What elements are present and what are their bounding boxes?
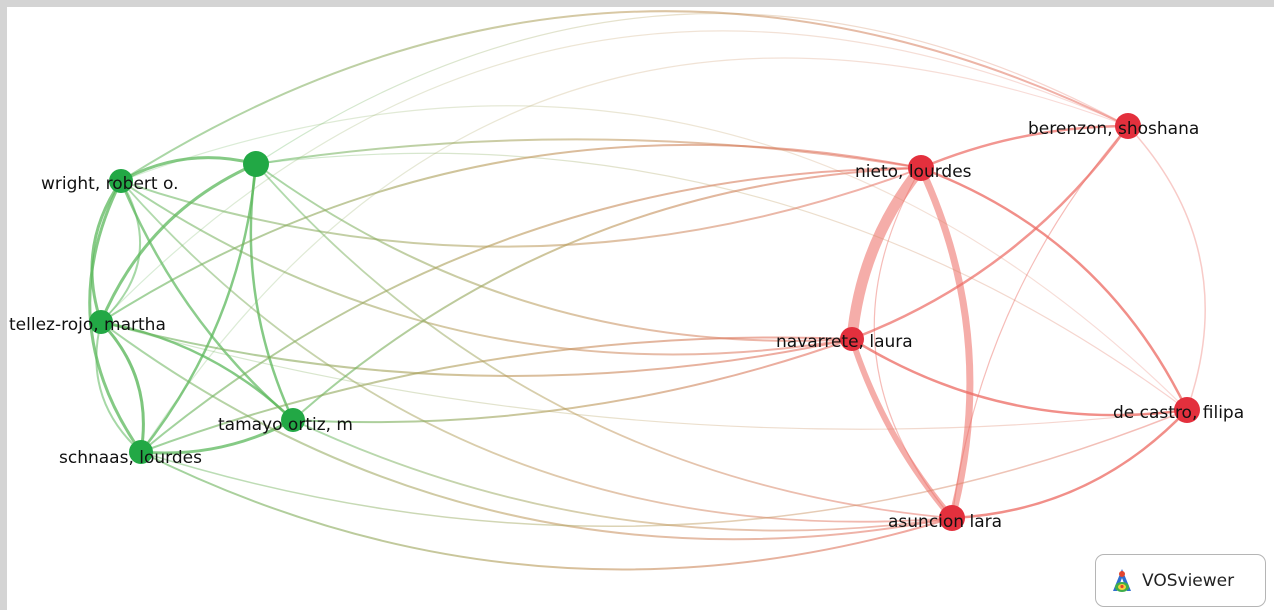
link-unlabeled-tellez [99, 162, 258, 324]
link-nieto-asuncion [873, 167, 953, 519]
network-nodes[interactable] [89, 113, 1200, 531]
node-label-wright[interactable]: wright, robert o. [41, 174, 179, 194]
link-wright-tellez [90, 179, 123, 324]
node-tellez[interactable] [89, 310, 113, 334]
node-label-schnaas[interactable]: schnaas, lourdes [59, 448, 202, 468]
node-label-tellez[interactable]: tellez-rojo, martha [9, 315, 166, 335]
link-nieto-berenzon [919, 124, 1130, 170]
link-wright-navarrete [120, 180, 853, 356]
link-tellez-schnaas [95, 321, 142, 453]
link-wright-decastro [120, 105, 1188, 411]
link-nieto-navarrete [846, 162, 927, 345]
node-navarrete[interactable] [840, 327, 864, 351]
link-wright-asuncion [120, 180, 953, 523]
link-wright-unlabeled [119, 156, 258, 183]
link-tellez-decastro [100, 321, 1188, 430]
link-nieto-asuncion [917, 164, 974, 522]
node-unlabeled[interactable] [243, 151, 269, 177]
node-berenzon[interactable] [1115, 113, 1141, 139]
node-tamayo[interactable] [281, 408, 305, 432]
node-wright[interactable] [109, 169, 133, 193]
node-label-decastro[interactable]: de castro, filipa [1113, 403, 1244, 423]
link-tamayo-navarrete [292, 338, 853, 424]
vosviewer-logo-icon [1113, 568, 1131, 592]
node-nieto[interactable] [908, 155, 934, 181]
link-schnaas-navarrete [140, 336, 853, 453]
node-label-nieto[interactable]: nieto, lourdes [855, 162, 972, 182]
network-labels: wright, robert o. tellez-rojo, martha tama… [9, 119, 1244, 532]
link-unlabeled-decastro [255, 152, 1188, 411]
vosviewer-label: VOSviewer [1142, 570, 1235, 591]
node-label-berenzon[interactable]: berenzon, shoshana [1028, 119, 1199, 139]
link-tellez-schnaas [99, 320, 145, 454]
link-schnaas-asuncion [140, 451, 953, 571]
node-label-asuncion[interactable]: asuncion lara [888, 512, 1002, 532]
link-tamayo-nieto [292, 167, 922, 421]
link-tellez-asuncion [100, 321, 953, 541]
link-unlabeled-nieto [255, 138, 922, 169]
link-tellez-navarrete [100, 321, 853, 377]
link-unlabeled-navarrete [255, 163, 853, 342]
network-links [88, 10, 1206, 571]
link-tamayo-asuncion [292, 419, 953, 532]
vosviewer-badge: VOSviewer [1095, 554, 1266, 607]
node-asuncion[interactable] [939, 505, 965, 531]
link-asuncion-berenzon [951, 125, 1129, 519]
link-navarrete-decastro [850, 337, 1189, 417]
link-unlabeled-asuncion [255, 163, 953, 519]
link-navarrete-asuncion [849, 336, 955, 521]
link-unlabeled-tamayo [249, 162, 295, 422]
node-label-tamayo[interactable]: tamayo ortiz, m [218, 415, 353, 435]
node-decastro[interactable] [1174, 397, 1200, 423]
link-navarrete-berenzon [850, 124, 1130, 341]
link-schnaas-tamayo [139, 418, 295, 455]
link-wright-tamayo [119, 179, 295, 422]
node-label-navarrete[interactable]: navarrete, laura [776, 332, 913, 352]
link-schnaas-decastro [140, 409, 1188, 528]
network-canvas[interactable]: wright, robert o. tellez-rojo, martha tama… [7, 7, 1274, 610]
link-nieto-decastro [919, 166, 1189, 412]
link-schnaas-nieto [140, 167, 922, 453]
link-berenzon-decastro [1127, 125, 1206, 411]
link-unlabeled-berenzon [255, 12, 1129, 165]
link-tellez-nieto [100, 143, 922, 323]
link-wright-berenzon [120, 10, 1129, 182]
link-schnaas-berenzon [140, 57, 1129, 453]
link-asuncion-decastro [950, 408, 1189, 520]
node-schnaas[interactable] [129, 440, 153, 464]
link-wright-tellez [100, 180, 142, 323]
link-tellez-berenzon [100, 30, 1129, 323]
link-unlabeled-schnaas [139, 162, 258, 454]
link-wright-nieto [120, 167, 922, 248]
coauthorship-network[interactable]: wright, robert o. tellez-rojo, martha tama… [7, 7, 1274, 610]
